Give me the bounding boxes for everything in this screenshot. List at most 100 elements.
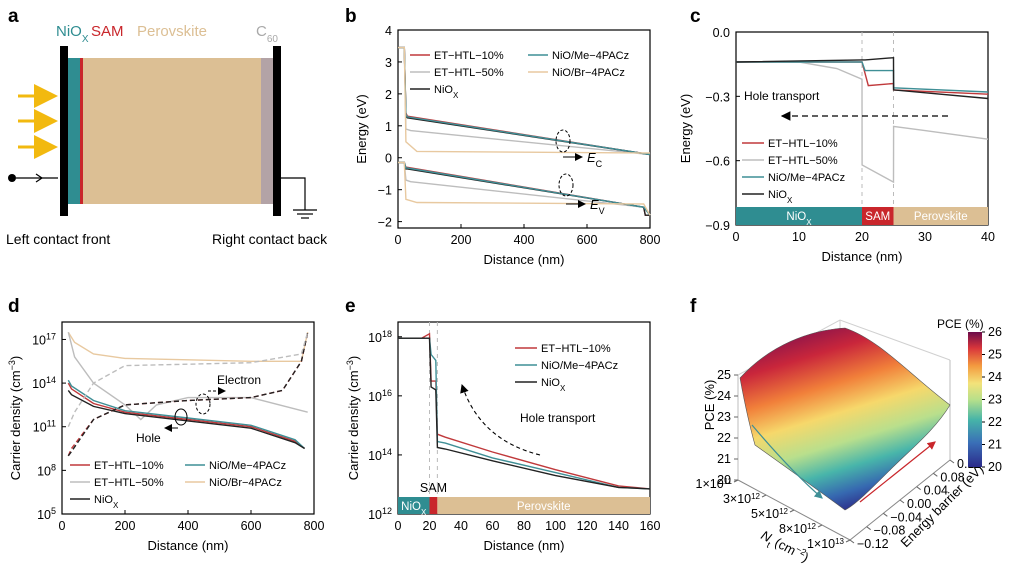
ytick-exp-d: 8	[51, 462, 56, 472]
f-xtick-label: 8×1012	[779, 522, 817, 537]
layer-label-e-2: Perovskite	[517, 501, 571, 513]
layer-strip-c-0	[736, 207, 862, 225]
yaxis-label-sup-e: −3	[345, 360, 355, 370]
layer-label-c-0: NiOX	[786, 211, 812, 227]
xtick-label-e: 40	[454, 519, 468, 533]
xtick-label-c: 10	[792, 230, 806, 244]
perovskite-label: Perovskite	[137, 23, 207, 40]
left-wire-arrow	[35, 173, 44, 183]
layer-label-c-sub: X	[806, 218, 812, 227]
ytick-label-c: −0.9	[705, 219, 730, 233]
f-xtick-base: 8×10	[779, 522, 807, 536]
panel-d: d 0 200 400 600 800105108101110141017Distanc…	[7, 296, 324, 553]
niox-label-text: NiO	[56, 23, 82, 40]
legend-c-label-niox-text: NiO	[768, 189, 787, 201]
legend-c-label-niox-sub: X	[787, 196, 793, 205]
legend-b-label-niox-sub: X	[453, 91, 459, 100]
ytick-label-e: 1016	[368, 388, 392, 404]
series-line-b-5	[398, 161, 650, 216]
ytick-label-b: −1	[378, 184, 392, 198]
ev-label-text: E	[590, 197, 599, 212]
ev-label: EV	[590, 197, 605, 216]
panel-b: b 0 200 400 600 800 −2 −1 0 1 2 3 4 Distance (nm) Ene…	[345, 6, 660, 267]
xtick-label-e: 140	[608, 519, 629, 533]
layer-strip-e-1	[429, 497, 438, 514]
colorbar-tick-label: 26	[988, 325, 1002, 339]
ytick-exp-e: 18	[382, 329, 392, 339]
ec-label-text: E	[587, 150, 596, 165]
chart-b-series	[398, 46, 651, 216]
legend-e-label-me: NiO/Me−4PACz	[541, 360, 618, 372]
hole-label: Hole	[136, 431, 161, 445]
xtick-label-b: 800	[640, 233, 661, 247]
colorbar-tick-label: 22	[988, 415, 1002, 429]
ytick-label-d: 1014	[32, 375, 56, 391]
ev-marker-ellipse	[558, 173, 574, 197]
series-line-d-0	[67, 331, 309, 362]
right-contact-label: Right contact back	[212, 231, 328, 247]
hole-transport-label-c: Hole transport	[744, 89, 820, 103]
legend-e-label-niox-text: NiO	[541, 377, 560, 389]
colorbar-title: PCE (%)	[937, 317, 984, 331]
layer-label-c-2: Perovskite	[914, 211, 968, 223]
ytick-label-c: 0.0	[713, 26, 730, 40]
ytick-label-d: 105	[37, 506, 56, 522]
f-ztick-label: 22	[717, 431, 731, 445]
f-ytick-mark	[849, 539, 855, 544]
panel-a: a NiOX SAM Perovskite C60 Left contact f…	[6, 6, 328, 247]
f-ytick-mark	[899, 499, 905, 504]
ytick-exp-d: 17	[46, 331, 56, 341]
legend-b-label-br: NiO/Br−4PACz	[552, 67, 625, 79]
xtick-label-d: 600	[241, 519, 262, 533]
xtick-label-b: 0	[395, 233, 402, 247]
xtick-label-e: 0	[395, 519, 402, 533]
chart-c-axes: 0 10 20 30 40 −0.9 −0.6 −0.3 0.0 Distance (nm) Ene…	[678, 26, 995, 264]
xtick-label-c: 0	[733, 230, 740, 244]
panel-e: e 0 20 40 60 80 100 120 140 1601012101410161018D…	[345, 296, 660, 553]
legend-c-label-et10: ET−HTL−10%	[768, 138, 838, 150]
ytick-label-b: 3	[385, 56, 392, 70]
xaxis-label-c: Distance (nm)	[822, 249, 903, 264]
series-line-d-4	[67, 389, 305, 450]
left-contact-label: Left contact front	[6, 231, 110, 247]
panel-letter-a: a	[8, 6, 19, 27]
f-xtick-base: 3×10	[723, 492, 751, 506]
f-ytick-mark	[933, 472, 938, 477]
legend-e-label-niox-sub: X	[560, 384, 566, 393]
xtick-label-b: 200	[451, 233, 472, 247]
legend-d-label-niox-sub: X	[113, 501, 119, 510]
f-ytick-label: −0.08	[874, 524, 906, 538]
layer-label-e-1: SAM	[420, 481, 447, 495]
f-ytick-label: 0.00	[907, 497, 931, 511]
sam-label: SAM	[91, 23, 124, 40]
legend-c-label-et50: ET−HTL−50%	[768, 155, 838, 167]
f-ztick-label: 25	[717, 368, 731, 382]
f-ytick-label: −0.12	[857, 537, 889, 551]
f-xtick-mark	[845, 539, 851, 543]
yaxis-label-sup-d: −3	[7, 360, 17, 370]
c60-label: C60	[256, 23, 278, 45]
hole-marker-ellipse	[174, 408, 188, 426]
series-line-b-6	[398, 46, 651, 156]
f-xlabel-sup: −2	[794, 544, 808, 558]
legend-b-label-me: NiO/Me−4PACz	[552, 50, 629, 62]
yaxis-label-c: Energy (eV)	[678, 94, 693, 163]
panel-letter-d: d	[8, 296, 20, 317]
chart-d-series	[67, 331, 309, 457]
layer-strip-e-2	[437, 497, 650, 514]
f-xtick-mark	[789, 509, 795, 513]
layer-label-e-0: NiOX	[401, 501, 427, 517]
ec-label: EC	[587, 150, 603, 169]
colorbar-ticks: 20 21 22 23 24 25 26	[982, 325, 1002, 474]
f-xtick-mark	[761, 494, 767, 498]
legend-d-label-niox: NiOX	[94, 494, 119, 510]
f-xtick-exp: 11	[724, 477, 733, 486]
chart-c-legend: ET−HTL−10% ET−HTL−50% NiO/Me−4PACz NiOX	[742, 138, 845, 205]
f-ztick-label: 23	[717, 410, 731, 424]
ytick-label-c: −0.6	[705, 155, 730, 169]
f-xtick-exp: 13	[835, 537, 844, 546]
f-zlabel: PCE (%)	[702, 380, 717, 431]
series-line-b-3	[398, 161, 651, 216]
